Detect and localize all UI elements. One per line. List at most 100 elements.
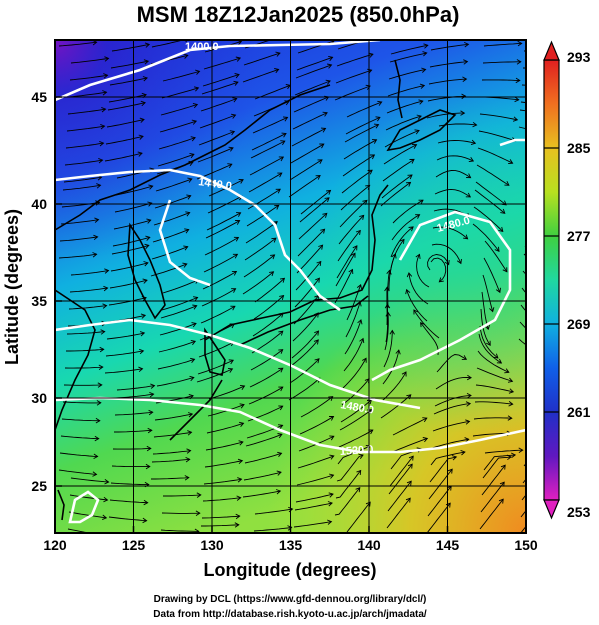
streamline-arrowhead	[389, 329, 395, 335]
streamline	[159, 120, 197, 133]
streamline-arrowhead	[466, 374, 472, 381]
contour-1520-sw	[68, 490, 100, 524]
streamline-arrowhead	[320, 228, 326, 234]
streamline	[473, 417, 512, 420]
streamline	[154, 195, 191, 209]
streamline-arrowhead	[326, 189, 332, 195]
streamline	[62, 401, 101, 404]
coastlines	[55, 59, 457, 521]
streamline	[202, 497, 241, 502]
streamline-arrowhead	[328, 492, 334, 498]
streamline-arrowhead	[235, 220, 241, 225]
streamline	[338, 429, 374, 448]
streamline-arrowhead	[238, 440, 244, 446]
streamline-arrowhead	[183, 53, 189, 59]
streamline-arrowhead	[329, 435, 335, 441]
streamline	[68, 91, 107, 98]
streamline	[293, 96, 329, 113]
streamline	[477, 147, 513, 164]
streamline-arrowhead	[391, 253, 397, 259]
streamline	[197, 147, 234, 163]
streamline	[344, 319, 362, 355]
streamline-arrowhead	[499, 481, 505, 487]
streamline	[152, 450, 191, 455]
streamline	[435, 170, 471, 179]
streamline-arrowhead	[275, 51, 281, 57]
streamline	[253, 527, 292, 532]
streamline	[386, 497, 411, 529]
streamline-arrowhead	[418, 199, 424, 205]
streamline-arrowhead	[314, 358, 320, 364]
streamline-arrowhead	[413, 309, 419, 315]
streamline-arrowhead	[562, 394, 566, 399]
streamline	[385, 304, 389, 343]
streamline	[346, 501, 371, 533]
coastline-ryukyu	[169, 379, 223, 441]
colorbar-label: 285	[567, 140, 591, 156]
streamline-arrowhead	[329, 416, 335, 421]
streamline	[478, 130, 516, 142]
streamline	[299, 416, 334, 435]
streamline-arrowhead	[409, 158, 415, 164]
streamline	[114, 429, 152, 433]
streamline	[61, 418, 100, 422]
streamline	[426, 502, 451, 533]
streamline-arrowhead	[352, 245, 358, 251]
streamline	[291, 330, 319, 359]
streamline	[60, 435, 99, 440]
streamline-arrowhead	[237, 458, 244, 465]
streamline-arrowhead	[231, 288, 237, 293]
streamline	[63, 176, 102, 183]
x-tick-label: 125	[122, 537, 146, 553]
streamline	[296, 474, 334, 486]
streamline	[479, 325, 499, 359]
streamline-arrowhead	[233, 236, 240, 242]
streamline-arrowhead	[140, 100, 146, 107]
streamline	[336, 454, 364, 482]
streamline	[248, 172, 283, 193]
streamline-arrowhead	[472, 121, 478, 128]
streamline	[294, 502, 333, 511]
streamline-arrowhead	[143, 59, 150, 65]
streamline	[518, 338, 526, 346]
streamline	[245, 221, 278, 244]
streamline	[151, 246, 188, 260]
streamline	[290, 339, 319, 367]
streamline-arrowhead	[188, 160, 194, 166]
streamline	[300, 396, 333, 418]
streamline	[160, 104, 198, 116]
streamline-arrowhead	[502, 267, 508, 273]
streamline-arrowhead	[494, 246, 500, 253]
streamline-arrowhead	[149, 391, 155, 398]
streamline-arrowhead	[460, 110, 466, 116]
streamline	[200, 305, 236, 324]
streamline-arrowhead	[275, 489, 282, 495]
streamline	[197, 359, 234, 375]
streamline	[67, 108, 106, 115]
streamline	[162, 70, 200, 82]
x-tick-label: 150	[514, 537, 538, 553]
streamline	[249, 156, 284, 176]
streamline	[289, 159, 323, 181]
streamline	[201, 288, 236, 307]
streamline	[110, 60, 149, 69]
streamline-arrowhead	[359, 214, 365, 220]
streamline	[64, 366, 103, 369]
streamline-arrowhead	[184, 228, 190, 234]
streamline-arrowhead	[191, 322, 197, 328]
streamline-arrowhead	[558, 48, 562, 53]
streamline	[68, 305, 107, 310]
streamline-arrowhead	[146, 445, 152, 452]
coastline-hokkaido	[386, 109, 457, 152]
streamline-arrowhead	[278, 405, 284, 411]
streamline-arrowhead	[517, 40, 523, 47]
streamline-arrowhead	[239, 403, 245, 409]
streamline-arrowhead	[463, 59, 469, 65]
streamline	[296, 56, 333, 71]
streamline-arrowhead	[278, 156, 285, 162]
streamline	[482, 61, 521, 64]
streamline-arrowhead	[405, 181, 412, 187]
streamline	[116, 385, 155, 391]
streamline	[413, 309, 440, 339]
streamline	[297, 455, 334, 469]
